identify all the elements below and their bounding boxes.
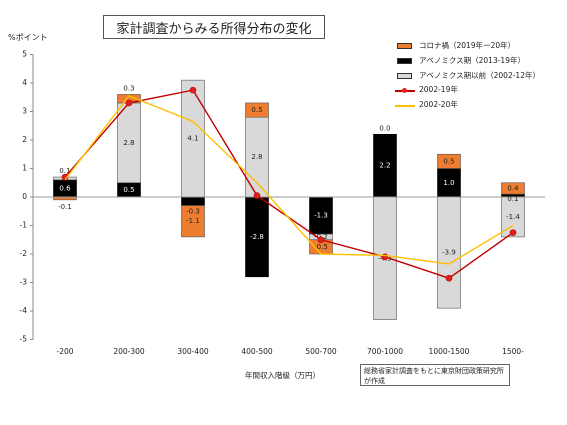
x-tick-label: 300-400 bbox=[177, 347, 209, 356]
data-label-orange: -0.1 bbox=[58, 203, 72, 211]
legend-line-red bbox=[395, 88, 415, 94]
x-tick-label: 1000-1500 bbox=[429, 347, 470, 356]
data-label-gray: -1.4 bbox=[506, 213, 520, 221]
data-label-orange: -1.1 bbox=[186, 217, 200, 225]
legend: コロナ禍（2019年ー20年） アベノミクス期（2013-19年） アベノミクス… bbox=[395, 39, 563, 113]
bar-orange bbox=[245, 102, 269, 118]
y-tick-label: -4 bbox=[20, 306, 28, 315]
legend-label-2002-20: 2002-20年 bbox=[419, 100, 458, 110]
legend-line-yellow bbox=[395, 105, 415, 108]
legend-swatch-black bbox=[397, 57, 412, 64]
y-tick-label: 0 bbox=[22, 192, 27, 201]
data-label-gray: 2.8 bbox=[123, 139, 134, 147]
line-point-2002-19 bbox=[253, 192, 261, 199]
data-label-black: 0.5 bbox=[123, 186, 134, 194]
source-note: 総務省家計調査をもとに東京財団政策研究所が作成 bbox=[360, 364, 510, 386]
y-tick-label: 1 bbox=[22, 164, 27, 173]
data-label-black: 0.1 bbox=[507, 195, 518, 203]
bar-orange bbox=[181, 205, 205, 238]
data-label-black: -1.3 bbox=[314, 212, 328, 220]
bar-black bbox=[181, 196, 205, 206]
data-label-black: 2.2 bbox=[379, 162, 390, 170]
x-tick-label: 400-500 bbox=[241, 347, 273, 356]
y-tick-label: 2 bbox=[22, 135, 27, 144]
legend-item-covid: コロナ禍（2019年ー20年） bbox=[395, 39, 563, 54]
y-tick-label: 3 bbox=[22, 107, 27, 116]
legend-item-2002-20: 2002-20年 bbox=[395, 98, 563, 113]
data-label-black: -0.3 bbox=[186, 208, 200, 216]
legend-item-2002-19: 2002-19年 bbox=[395, 83, 563, 98]
x-tick-label: 700-1000 bbox=[367, 347, 403, 356]
y-tick-label: -2 bbox=[20, 249, 28, 258]
legend-label-covid: コロナ禍（2019年ー20年） bbox=[419, 41, 516, 50]
data-label-orange: 0.0 bbox=[379, 124, 390, 132]
data-label-orange: 0.3 bbox=[123, 84, 134, 92]
y-tick-label: -1 bbox=[20, 221, 28, 230]
legend-swatch-orange bbox=[397, 43, 412, 49]
data-label-gray: -3.9 bbox=[442, 249, 456, 257]
y-tick-label: 5 bbox=[22, 50, 27, 59]
line-point-2002-19 bbox=[125, 99, 133, 107]
x-axis-label: 年間収入階級（万円） bbox=[245, 371, 320, 380]
line-point-2002-19 bbox=[509, 229, 517, 236]
data-label-gray: 0.1 bbox=[59, 167, 70, 175]
x-tick-label: -200 bbox=[56, 347, 73, 356]
y-axis-unit-label: %ポイント bbox=[8, 33, 48, 42]
bar-orange bbox=[501, 182, 525, 195]
y-tick-label: -5 bbox=[20, 335, 28, 344]
data-label-orange: 0.5 bbox=[251, 106, 262, 114]
data-label-orange: -0.5 bbox=[314, 243, 328, 251]
data-label-orange: 0.5 bbox=[443, 157, 454, 165]
data-label-black: 0.6 bbox=[59, 184, 71, 192]
line-series-2002-20 bbox=[64, 94, 514, 265]
data-label-orange: 0.4 bbox=[507, 184, 519, 192]
legend-label-pre-abenomics: アベノミクス期以前（2002-12年） bbox=[419, 70, 540, 80]
legend-label-abenomics: アベノミクス期（2013-19年） bbox=[419, 55, 525, 65]
bar-orange bbox=[437, 153, 461, 169]
line-point-2002-19 bbox=[317, 236, 325, 244]
data-label-gray: 2.8 bbox=[251, 153, 262, 161]
legend-item-pre-abenomics: アベノミクス期以前（2002-12年） bbox=[395, 69, 563, 84]
legend-label-2002-19: 2002-19年 bbox=[419, 85, 458, 95]
y-tick-label: 4 bbox=[22, 78, 27, 87]
y-tick-label: -3 bbox=[20, 278, 28, 287]
legend-item-abenomics: アベノミクス期（2013-19年） bbox=[395, 54, 563, 69]
chart-title: 家計調査からみる所得分布の変化 bbox=[103, 15, 325, 39]
data-label-black: 1.0 bbox=[443, 179, 454, 187]
data-label-gray: 4.1 bbox=[187, 135, 198, 143]
line-point-2002-19 bbox=[189, 86, 197, 94]
data-label-black: -2.8 bbox=[250, 233, 264, 241]
x-tick-label: 500-700 bbox=[305, 347, 337, 356]
x-tick-label: 200-300 bbox=[113, 347, 145, 356]
legend-swatch-gray bbox=[397, 72, 412, 79]
x-tick-label: 1500- bbox=[502, 347, 524, 356]
line-point-2002-19 bbox=[445, 274, 453, 282]
